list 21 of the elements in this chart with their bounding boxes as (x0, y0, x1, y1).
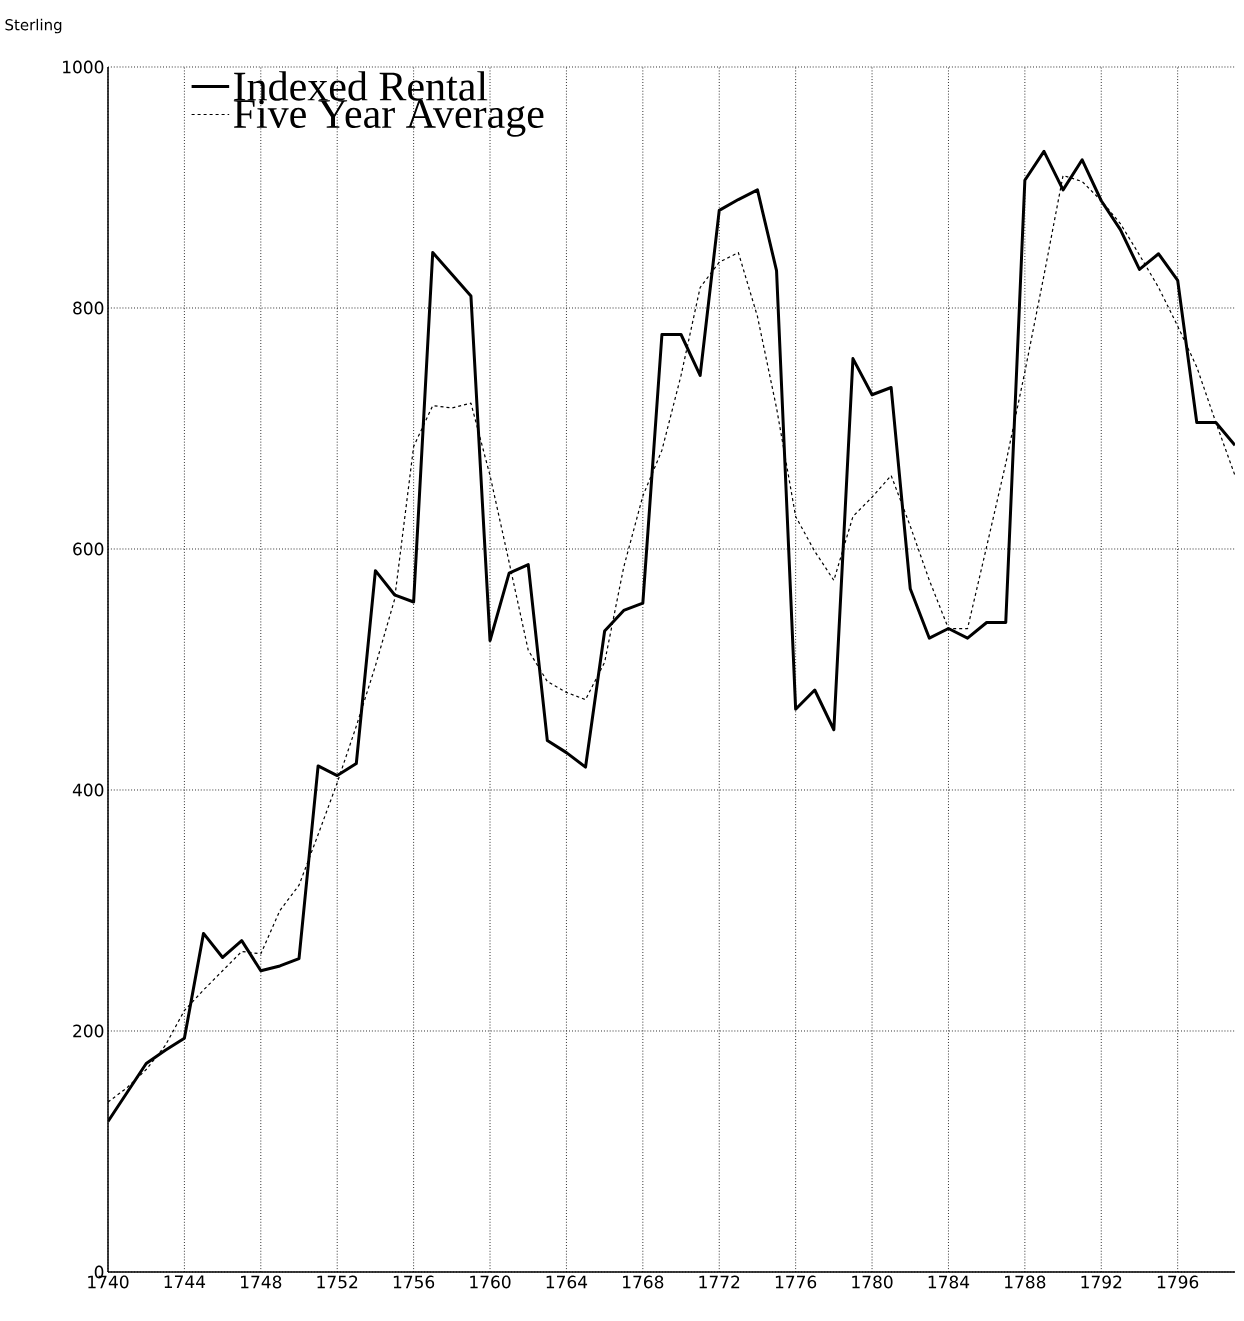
x-tick-label: 1764 (546, 1275, 588, 1289)
y-axis-title: Sterling (5, 18, 62, 34)
x-tick-label: 1760 (470, 1275, 511, 1289)
x-tick-label: 1744 (164, 1275, 206, 1288)
y-tick-label: 800 (73, 301, 104, 315)
x-tick-label: 1780 (852, 1275, 893, 1289)
x-tick-label: 1796 (1157, 1275, 1199, 1289)
y-tick-label: 400 (72, 783, 104, 797)
x-tick-label: 1768 (623, 1275, 664, 1289)
x-tick-label: 1776 (775, 1275, 817, 1289)
x-tick-label: 1752 (317, 1275, 358, 1289)
x-tick-label: 1788 (1005, 1275, 1046, 1289)
y-tick-label: 200 (73, 1024, 104, 1038)
y-tick-label: 600 (73, 542, 104, 556)
x-tick-label: 1784 (928, 1275, 970, 1289)
x-tick-label: 1756 (393, 1275, 435, 1289)
y-tick-label: 1000 (63, 60, 104, 74)
x-tick-label: 1792 (1081, 1275, 1122, 1289)
legend-label: Indexed Rental (234, 71, 488, 101)
x-tick-label: 1772 (699, 1275, 740, 1289)
x-tick-label: 1748 (241, 1275, 282, 1289)
